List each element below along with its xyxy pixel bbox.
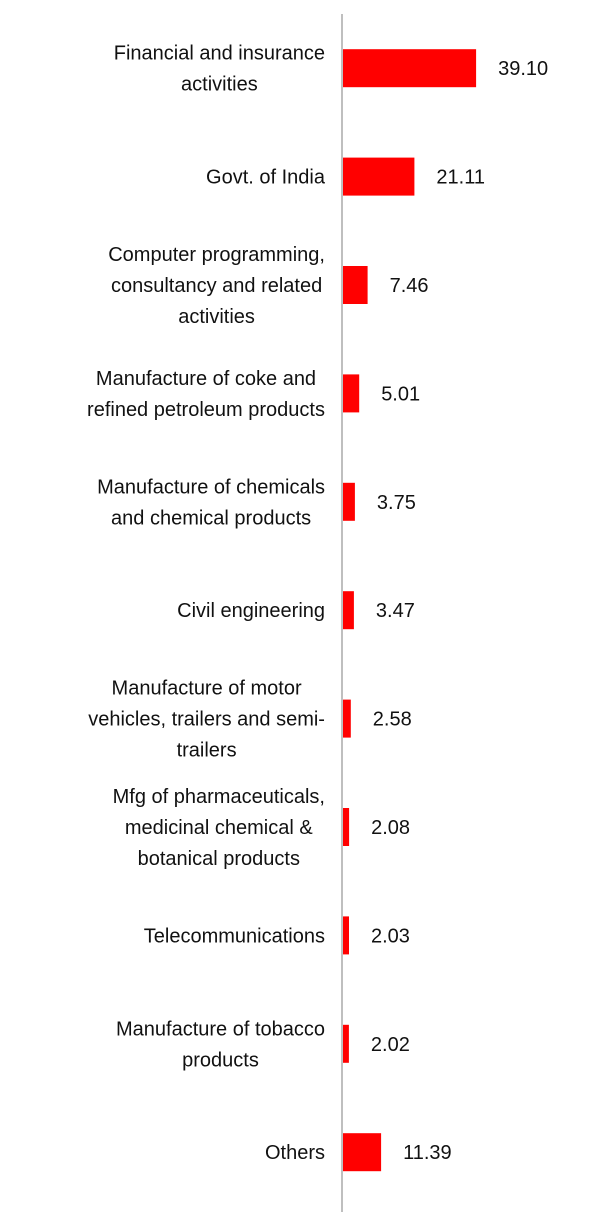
category-label-line: medicinal chemical & [125, 817, 314, 839]
category-label-line: consultancy and related [111, 275, 322, 297]
value-labels: 39.10 21.11 7.46 5.01 3.75 3.47 2.58 2.08 2.03 2.… [371, 58, 548, 1164]
category-label-5: Civil engineering [177, 600, 325, 622]
value-label-4: 3.75 [377, 492, 416, 514]
category-label-8: Telecommunications [144, 925, 325, 947]
category-label-line: Telecommunications [144, 925, 325, 947]
value-label-7: 2.08 [371, 817, 410, 839]
bar-0 [342, 49, 477, 88]
category-label-line: Others [265, 1142, 325, 1164]
category-label-line: and chemical products [111, 507, 311, 529]
category-label-line: Manufacture of chemicals [97, 476, 325, 498]
category-label-line: Civil engineering [177, 600, 325, 622]
value-label-6: 2.58 [373, 709, 412, 731]
bar-6 [342, 699, 351, 738]
category-label-3: Manufacture of coke and refined petroleum… [87, 368, 325, 421]
category-label-line: vehicles, trailers and semi- [88, 709, 325, 731]
bar-10 [342, 1133, 382, 1172]
category-label-line: Financial and insurance [114, 43, 325, 65]
value-label-3: 5.01 [381, 383, 420, 405]
category-label-9: Manufacture of tobacco products [116, 1018, 325, 1071]
category-label-line: Computer programming, [108, 244, 325, 266]
category-label-6: Manufacture of motor vehicles, trailers a… [88, 678, 325, 762]
category-label-0: Financial and insurance activities [114, 43, 325, 96]
category-label-7: Mfg of pharmaceuticals, medicinal chemica… [113, 786, 325, 870]
category-label-4: Manufacture of chemicals and chemical pro… [97, 476, 325, 529]
category-label-line: Manufacture of tobacco [116, 1018, 325, 1040]
category-label-line: botanical products [138, 848, 300, 870]
category-label-line: trailers [177, 740, 237, 762]
category-label-line: Manufacture of coke and [96, 368, 316, 390]
category-label-line: refined petroleum products [87, 399, 325, 421]
category-label-2: Computer programming, consultancy and rel… [108, 244, 325, 328]
bar-8 [342, 916, 349, 955]
bar-5 [342, 591, 354, 630]
bar-7 [342, 808, 350, 846]
bars-layer [342, 49, 477, 1172]
value-label-10: 11.39 [403, 1142, 452, 1164]
category-label-line: activities [178, 306, 255, 328]
bar-9 [342, 1024, 349, 1063]
value-label-9: 2.02 [371, 1034, 410, 1056]
bar-3 [342, 374, 360, 413]
category-label-10: Others [265, 1142, 325, 1164]
category-labels: Financial and insurance activities Govt. o… [87, 43, 326, 1164]
value-label-8: 2.03 [371, 925, 410, 947]
bar-1 [342, 157, 415, 196]
category-label-line: Manufacture of motor [112, 678, 302, 700]
bar-2 [342, 266, 368, 304]
category-label-line: activities [181, 74, 258, 96]
value-label-1: 21.11 [436, 167, 485, 189]
category-label-line: Mfg of pharmaceuticals, [113, 786, 325, 808]
category-label-line: Govt. of India [206, 167, 326, 189]
value-label-0: 39.10 [498, 58, 548, 80]
value-label-2: 7.46 [390, 275, 429, 297]
category-label-line: products [182, 1049, 259, 1071]
value-label-5: 3.47 [376, 600, 415, 622]
bar-4 [342, 482, 355, 521]
category-label-1: Govt. of India [206, 167, 326, 189]
